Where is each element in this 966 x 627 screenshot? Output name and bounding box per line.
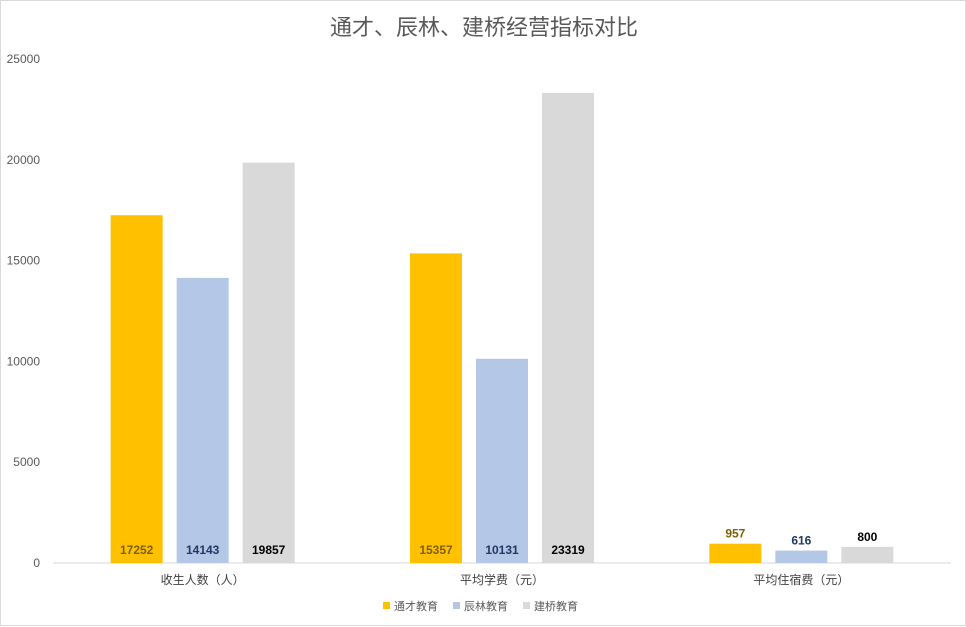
bar-3-2 <box>775 550 828 563</box>
y-axis: 0 5000 10000 15000 20000 25000 <box>7 52 41 570</box>
data-labels-group: 17252 14143 19857 15357 10131 23319 957 616 800 <box>120 527 878 557</box>
y-tick-label-25000: 25000 <box>7 52 41 66</box>
x-category-label-1: 收生人数（人） <box>161 572 245 587</box>
bar-2-1 <box>410 253 462 563</box>
x-category-label-3: 平均住宿费（元） <box>753 572 849 587</box>
y-tick-label-15000: 15000 <box>7 254 41 268</box>
bars-group <box>110 92 894 564</box>
data-label-2-1: 15357 <box>419 543 453 557</box>
bar-1-2 <box>176 277 229 563</box>
legend-swatch-2 <box>453 602 460 609</box>
x-category-label-2: 平均学费（元） <box>460 572 544 587</box>
bar-1-3 <box>242 162 295 564</box>
y-tick-label-20000: 20000 <box>7 153 41 167</box>
legend-label-1: 通才教育 <box>394 599 438 613</box>
data-label-3-1: 957 <box>725 527 745 541</box>
bar-3-1 <box>709 543 762 563</box>
bar-1-1 <box>110 215 163 563</box>
legend-swatch-3 <box>523 602 530 609</box>
chart-title: 通才、辰林、建桥经营指标对比 <box>330 16 638 41</box>
data-label-3-2: 616 <box>791 534 811 548</box>
data-label-2-3: 23319 <box>551 543 585 557</box>
y-tick-label-10000: 10000 <box>7 354 41 368</box>
data-label-1-2: 14143 <box>186 543 220 557</box>
legend: 通才教育 辰林教育 建桥教育 <box>383 599 578 613</box>
legend-swatch-1 <box>383 602 390 609</box>
bar-2-3 <box>542 92 594 563</box>
x-axis: 收生人数（人） 平均学费（元） 平均住宿费（元） <box>161 572 850 587</box>
legend-label-2: 辰林教育 <box>464 599 508 613</box>
legend-label-3: 建桥教育 <box>534 599 578 613</box>
data-label-3-3: 800 <box>857 530 877 544</box>
data-label-1-1: 17252 <box>120 543 154 557</box>
y-tick-label-0: 0 <box>33 556 40 570</box>
bar-2-2 <box>476 358 528 563</box>
bar-3-3 <box>841 546 894 563</box>
y-tick-label-5000: 5000 <box>13 455 40 469</box>
data-label-2-2: 10131 <box>485 543 519 557</box>
data-label-1-3: 19857 <box>252 543 286 557</box>
